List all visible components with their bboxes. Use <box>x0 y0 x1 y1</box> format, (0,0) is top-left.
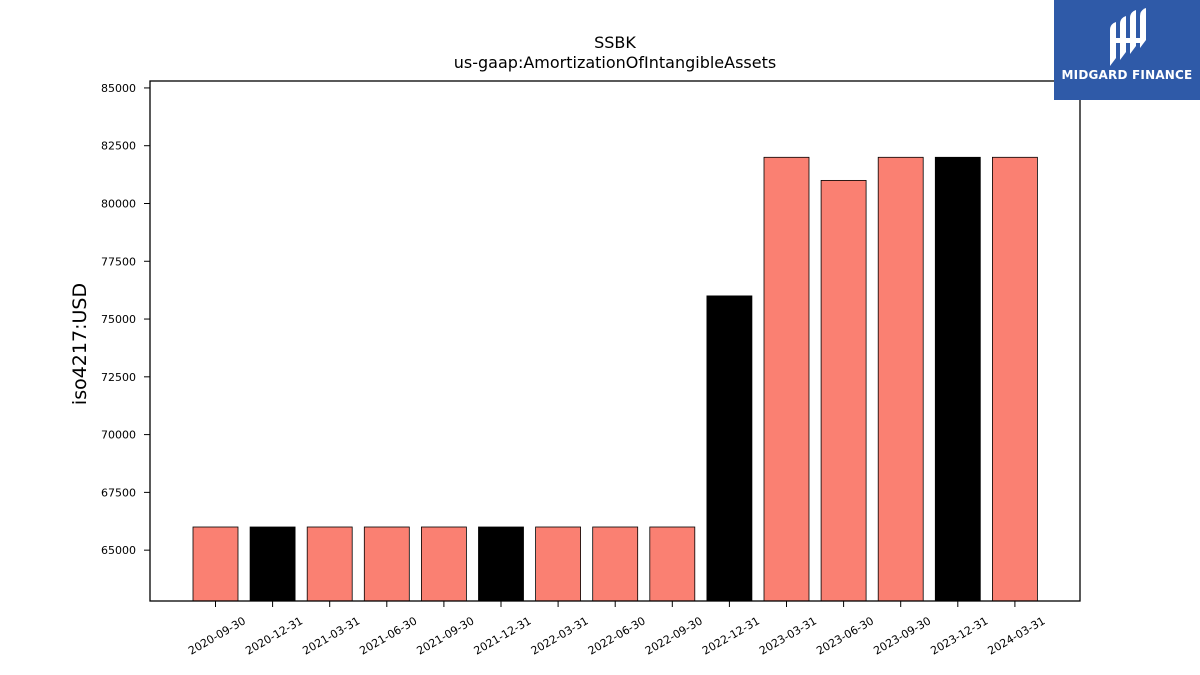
y-tick-label: 77500 <box>101 255 136 268</box>
y-tick-label: 85000 <box>101 82 136 95</box>
bar <box>249 526 296 602</box>
x-tick-label: 2020-09-30 <box>186 614 248 657</box>
midgard-finance-logo: MIDGARD FINANCE <box>1054 0 1200 100</box>
bar <box>649 526 696 602</box>
x-tick-label: 2022-03-31 <box>529 614 591 657</box>
bar <box>934 156 981 602</box>
bar <box>592 526 639 602</box>
x-axis-ticks: 2020-09-302020-12-312021-03-312021-06-30… <box>186 601 1047 658</box>
bar <box>992 156 1038 602</box>
chart-title: SSBK <box>594 33 636 52</box>
y-tick-label: 67500 <box>101 486 136 499</box>
bar <box>877 156 924 602</box>
midgard-logo-icon <box>1110 8 1146 66</box>
bar <box>420 526 467 602</box>
x-tick-label: 2023-03-31 <box>757 614 819 657</box>
chart-subtitle: us-gaap:AmortizationOfIntangibleAssets <box>454 53 776 72</box>
y-tick-label: 65000 <box>101 544 136 557</box>
x-tick-label: 2024-03-31 <box>986 614 1048 657</box>
plot-frame <box>149 80 1081 602</box>
x-tick-label: 2021-03-31 <box>300 614 362 657</box>
bars-group <box>192 156 1038 602</box>
bar <box>478 526 524 602</box>
y-axis-ticks: 65000 67500 70000 72500 75000 77500 80000 82500… <box>101 82 150 557</box>
bar <box>763 156 810 602</box>
x-tick-label: 2020-12-31 <box>243 614 305 657</box>
y-tick-label: 80000 <box>101 197 136 210</box>
x-tick-label: 2022-12-31 <box>700 614 762 657</box>
y-axis-label: iso4217:USD <box>69 283 91 405</box>
bar <box>820 179 867 602</box>
y-tick-label: 82500 <box>101 140 136 153</box>
logo-text: MIDGARD FINANCE <box>1061 68 1193 82</box>
x-tick-label: 2022-09-30 <box>643 614 705 657</box>
bar <box>306 526 353 602</box>
bar <box>192 526 239 602</box>
x-tick-label: 2023-09-30 <box>871 614 933 657</box>
x-tick-label: 2021-06-30 <box>357 614 419 657</box>
y-tick-label: 75000 <box>101 313 136 326</box>
x-tick-label: 2021-09-30 <box>415 614 477 657</box>
x-tick-label: 2023-06-30 <box>814 614 876 657</box>
x-tick-label: 2023-12-31 <box>928 614 990 657</box>
bar <box>535 526 581 602</box>
x-tick-label: 2022-06-30 <box>586 614 648 657</box>
bar <box>706 295 753 602</box>
y-tick-label: 70000 <box>101 429 136 442</box>
y-tick-label: 72500 <box>101 371 136 384</box>
bar <box>363 526 410 602</box>
x-tick-label: 2021-12-31 <box>472 614 534 657</box>
